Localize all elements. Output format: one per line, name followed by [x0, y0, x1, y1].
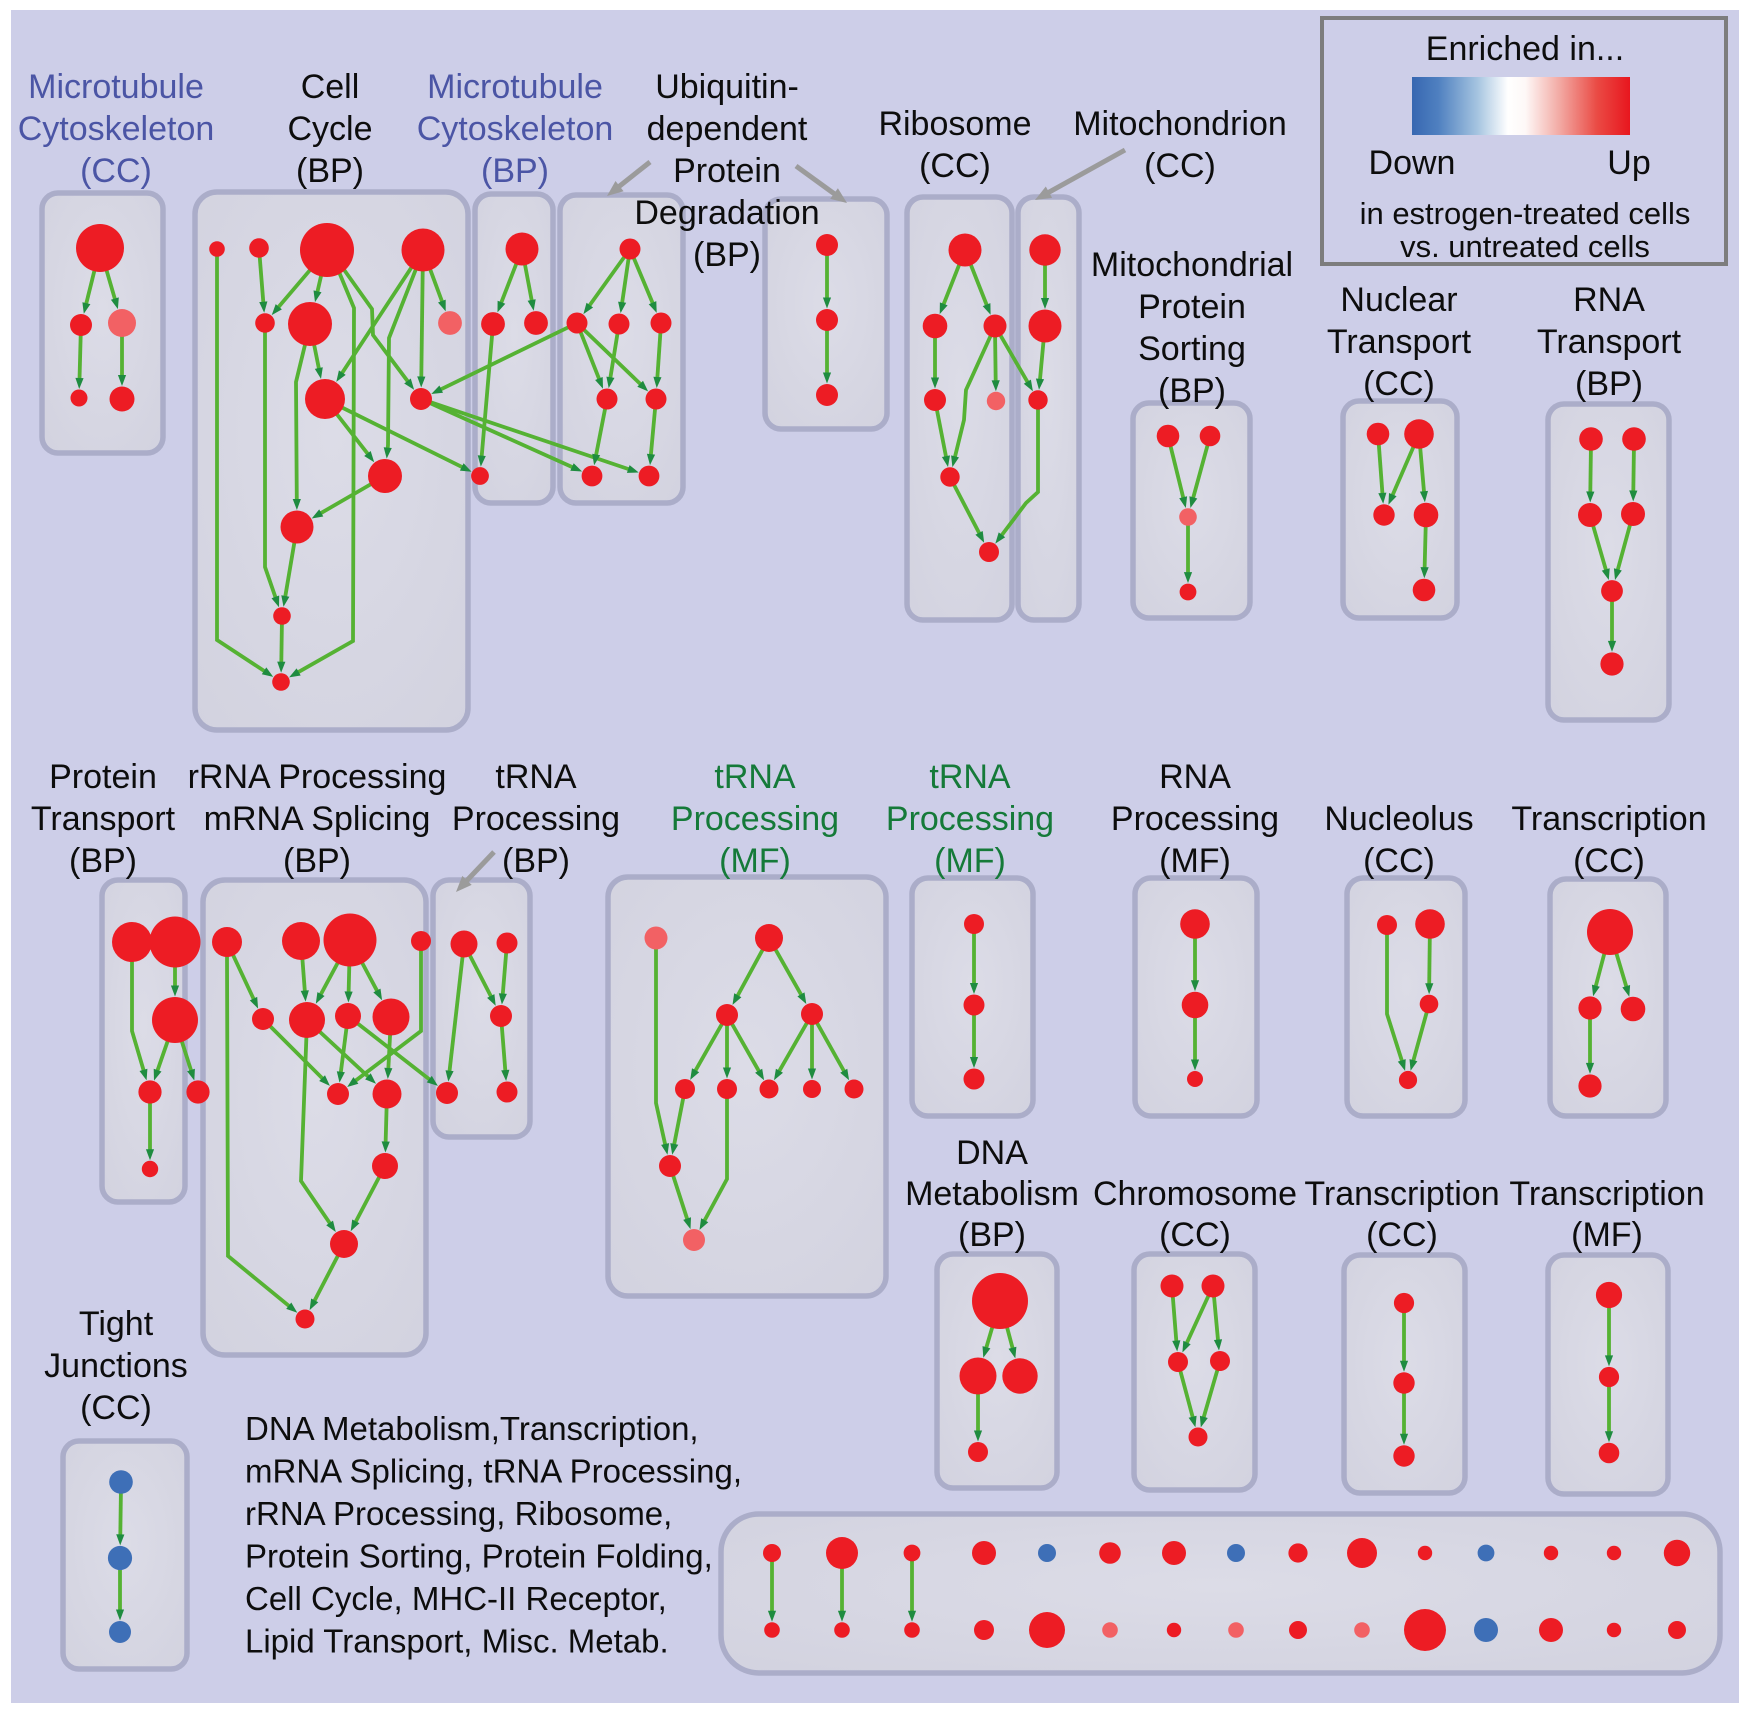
svg-text:(CC): (CC)	[919, 147, 991, 185]
svg-text:(BP): (BP)	[1575, 365, 1643, 403]
svg-text:Cell Cycle, MHC-II Receptor,: Cell Cycle, MHC-II Receptor,	[245, 1580, 667, 1617]
svg-text:RNA: RNA	[1159, 758, 1231, 796]
svg-text:Transcription: Transcription	[1304, 1175, 1499, 1213]
svg-text:Mitochondrial: Mitochondrial	[1091, 246, 1293, 284]
svg-text:rRNA Processing: rRNA Processing	[188, 758, 447, 796]
svg-text:in estrogen-treated cells: in estrogen-treated cells	[1360, 196, 1691, 231]
svg-text:Processing: Processing	[452, 800, 620, 838]
svg-text:Tight: Tight	[79, 1305, 154, 1343]
svg-text:(BP): (BP)	[481, 152, 549, 190]
svg-text:Nucleolus: Nucleolus	[1324, 800, 1473, 838]
svg-text:Chromosome: Chromosome	[1093, 1175, 1297, 1213]
svg-text:Junctions: Junctions	[44, 1347, 188, 1385]
svg-text:Protein: Protein	[1138, 288, 1246, 326]
svg-text:Sorting: Sorting	[1138, 330, 1246, 368]
svg-text:Cell: Cell	[301, 68, 360, 106]
svg-text:(BP): (BP)	[693, 236, 761, 274]
svg-text:mRNA Splicing: mRNA Splicing	[204, 800, 431, 838]
svg-text:tRNA: tRNA	[929, 758, 1011, 796]
svg-text:DNA: DNA	[956, 1134, 1028, 1172]
svg-text:Mitochondrion: Mitochondrion	[1073, 105, 1287, 143]
svg-text:Transport: Transport	[31, 800, 176, 838]
svg-text:Degradation: Degradation	[634, 194, 819, 232]
svg-text:Transport: Transport	[1327, 323, 1472, 361]
svg-text:Cytoskeleton: Cytoskeleton	[18, 110, 215, 148]
svg-text:(MF): (MF)	[719, 842, 791, 880]
svg-text:(CC): (CC)	[1366, 1216, 1438, 1254]
svg-text:(CC): (CC)	[1363, 365, 1435, 403]
svg-text:tRNA: tRNA	[714, 758, 796, 796]
svg-text:(CC): (CC)	[1573, 842, 1645, 880]
svg-text:Transport: Transport	[1537, 323, 1682, 361]
svg-text:Transcription: Transcription	[1511, 800, 1706, 838]
svg-text:Processing: Processing	[1111, 800, 1279, 838]
svg-text:(CC): (CC)	[80, 152, 152, 190]
svg-text:mRNA Splicing, tRNA Processing: mRNA Splicing, tRNA Processing,	[245, 1453, 742, 1490]
svg-text:Microtubule: Microtubule	[427, 68, 603, 106]
svg-text:(CC): (CC)	[1363, 842, 1435, 880]
svg-text:Processing: Processing	[671, 800, 839, 838]
svg-text:Lipid Transport, Misc. Metab.: Lipid Transport, Misc. Metab.	[245, 1623, 669, 1660]
svg-text:Processing: Processing	[886, 800, 1054, 838]
svg-text:(CC): (CC)	[1144, 147, 1216, 185]
svg-text:(CC): (CC)	[80, 1389, 152, 1427]
svg-text:(MF): (MF)	[1159, 842, 1231, 880]
svg-text:DNA Metabolism,Transcription,: DNA Metabolism,Transcription,	[245, 1410, 699, 1447]
svg-text:(MF): (MF)	[934, 842, 1006, 880]
svg-text:(BP): (BP)	[69, 842, 137, 880]
svg-text:Ribosome: Ribosome	[878, 105, 1031, 143]
svg-text:Up: Up	[1607, 144, 1650, 182]
svg-text:dependent: dependent	[647, 110, 808, 148]
svg-text:Metabolism: Metabolism	[905, 1175, 1079, 1213]
svg-text:(MF): (MF)	[1571, 1216, 1643, 1254]
svg-text:(CC): (CC)	[1159, 1216, 1231, 1254]
svg-text:(BP): (BP)	[1158, 372, 1226, 410]
svg-text:(BP): (BP)	[296, 152, 364, 190]
svg-text:tRNA: tRNA	[495, 758, 577, 796]
svg-text:Enriched in...: Enriched in...	[1426, 30, 1624, 68]
svg-text:rRNA Processing, Ribosome,: rRNA Processing, Ribosome,	[245, 1495, 672, 1532]
svg-text:RNA: RNA	[1573, 281, 1645, 319]
svg-text:Protein Sorting, Protein Foldi: Protein Sorting, Protein Folding,	[245, 1538, 713, 1575]
svg-text:(BP): (BP)	[283, 842, 351, 880]
svg-text:Protein: Protein	[673, 152, 781, 190]
svg-text:Nuclear: Nuclear	[1340, 281, 1457, 319]
svg-text:Transcription: Transcription	[1509, 1175, 1704, 1213]
svg-text:Down: Down	[1369, 144, 1456, 182]
svg-text:(BP): (BP)	[958, 1216, 1026, 1254]
svg-text:Cycle: Cycle	[287, 110, 372, 148]
svg-text:(BP): (BP)	[502, 842, 570, 880]
svg-text:Microtubule: Microtubule	[28, 68, 204, 106]
svg-text:vs. untreated cells: vs. untreated cells	[1400, 229, 1650, 264]
svg-text:Cytoskeleton: Cytoskeleton	[417, 110, 614, 148]
svg-text:Protein: Protein	[49, 758, 157, 796]
svg-text:Ubiquitin-: Ubiquitin-	[655, 68, 799, 106]
